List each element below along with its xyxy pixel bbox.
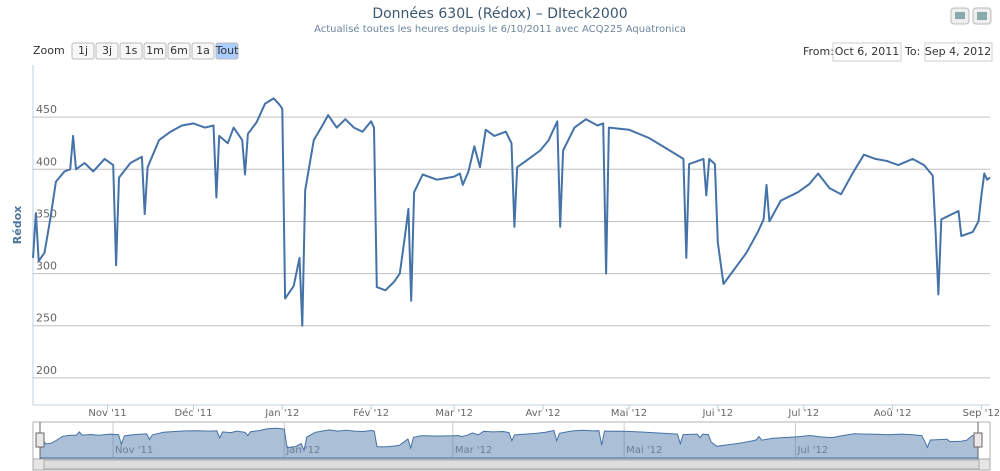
zoom-button-label[interactable]: 1m: [146, 44, 164, 57]
x-tick-label: Fév '12: [353, 407, 389, 419]
zoom-button[interactable]: [119, 42, 143, 60]
y-axis-title: Rédox: [11, 206, 24, 244]
series-line: [32, 97, 991, 327]
y-tick-label: 350: [36, 207, 57, 220]
navigator-tick-label: Jan '12: [285, 445, 320, 456]
y-tick-label: 400: [36, 155, 57, 168]
zoom-button-label[interactable]: 1j: [78, 44, 88, 57]
from-input[interactable]: [832, 42, 902, 62]
x-tick-label: Jan '12: [264, 408, 299, 419]
chart-title: Données 630L (Rédox) – DIteck2000: [372, 6, 627, 22]
x-tick-label: Sep '12: [963, 408, 1000, 419]
x-tick-label: Aoû '12: [874, 407, 912, 419]
from-value[interactable]: Oct 6, 2011: [835, 45, 900, 58]
zoom-button-label[interactable]: 1s: [125, 44, 138, 57]
y-tick-label: 300: [36, 260, 57, 273]
export-icon: [977, 12, 987, 20]
zoom-button-label[interactable]: Tout: [215, 44, 240, 57]
zoom-button[interactable]: [143, 42, 167, 60]
navigator-tick-label: Nov '11: [115, 445, 153, 456]
scrollbar-thumb[interactable]: [43, 459, 980, 470]
y-tick-label: 200: [36, 364, 57, 377]
x-tick-label: Mar '12: [435, 408, 473, 419]
y-tick-label: 450: [36, 103, 57, 116]
zoom-button[interactable]: [95, 42, 119, 60]
navigator-tick-label: Mai '12: [626, 445, 662, 456]
scroll-left-button[interactable]: [32, 458, 45, 471]
zoom-button-label[interactable]: 6m: [170, 44, 188, 57]
y-tick-label: 250: [36, 312, 57, 325]
x-tick-label: Déc '11: [174, 407, 212, 419]
navigator-tick-label: Mar '12: [455, 445, 493, 456]
zoom-button-label[interactable]: 3j: [102, 44, 112, 57]
export-buttons: [950, 7, 992, 25]
from-label: From:: [803, 45, 834, 58]
zoom-label: Zoom: [33, 44, 65, 57]
zoom-button[interactable]: [71, 42, 95, 60]
navigator-handle[interactable]: [973, 432, 983, 448]
to-value[interactable]: Sep 4, 2012: [925, 45, 991, 58]
zoom-button[interactable]: [167, 42, 191, 60]
zoom-button[interactable]: [215, 42, 239, 60]
navigator-tick-label: Jul '12: [796, 445, 828, 456]
to-label: To:: [904, 45, 920, 58]
scroll-right-button[interactable]: [978, 458, 991, 471]
print-icon: [955, 12, 965, 19]
chart-subtitle: Actualisé toutes les heures depuis le 6/…: [314, 23, 686, 35]
zoom-button[interactable]: [191, 42, 215, 60]
zoom-button-label[interactable]: 1a: [196, 44, 210, 57]
x-tick-label: Jul '12: [787, 408, 819, 419]
x-tick-label: Mai '12: [611, 408, 647, 419]
navigator-handle[interactable]: [35, 432, 45, 448]
x-tick-label: Nov '11: [88, 408, 126, 419]
to-input[interactable]: [924, 42, 993, 62]
x-tick-label: Jui '12: [701, 408, 733, 419]
navigator-area: [39, 427, 979, 459]
x-tick-label: Avr '12: [526, 408, 561, 419]
